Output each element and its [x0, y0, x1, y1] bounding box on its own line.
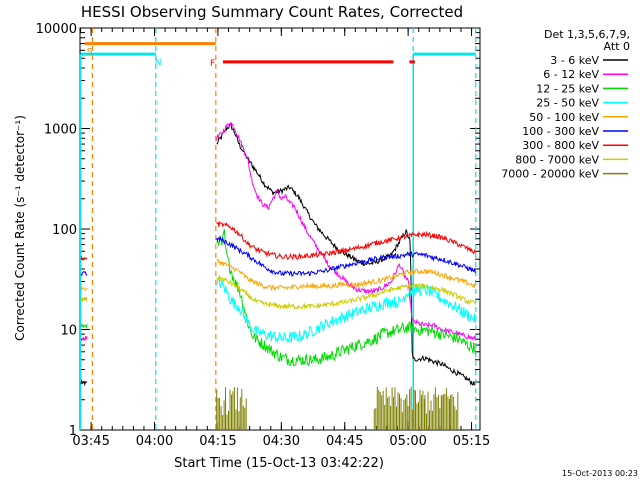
series-line-100-300-kev [216, 235, 476, 277]
series-line-7000-20000-kev [216, 386, 459, 430]
x-tick-label: 05:15 [453, 434, 490, 449]
plot-area: 1 10 100 1000 10000 03:45 04:00 04:15 04:30 04:45… [36, 22, 491, 449]
x-tick-label: 04:30 [263, 434, 300, 449]
series-line-300-800-kev [216, 220, 476, 261]
pre-gap-segment [80, 296, 88, 302]
pre-gap-segment [80, 255, 88, 261]
saa-flag-label: S [87, 48, 93, 58]
night-flag-label: N [155, 58, 162, 68]
chart-title: HESSI Observing Summary Count Rates, Cor… [81, 3, 463, 21]
y-tick-label: 10 [60, 324, 77, 339]
pre-gap-segment [80, 379, 88, 387]
legend-item-label: 25 - 50 keV [536, 97, 599, 110]
series-line-3-6-kev [216, 122, 476, 386]
legend-item-label: 3 - 6 keV [550, 54, 599, 67]
legend-item-label: 300 - 800 keV [522, 139, 599, 152]
pre-gap-segment [80, 323, 88, 329]
x-tick-label: 05:00 [389, 434, 426, 449]
pre-gap-segment [80, 271, 88, 277]
y-axis-label: Corrected Count Rate (s⁻¹ detector⁻¹) [13, 115, 27, 341]
legend-item-label: 800 - 7000 keV [515, 153, 599, 166]
legend-item-label: 100 - 300 keV [522, 125, 599, 138]
x-tick-label: 04:00 [136, 434, 173, 449]
x-tick-label: 03:45 [72, 434, 109, 449]
y-tick-label: 10000 [36, 22, 77, 37]
x-tick-label: 04:45 [326, 434, 363, 449]
legend-item-label: 7000 - 20000 keV [501, 168, 599, 181]
x-tick-label: 04:15 [199, 434, 236, 449]
legend-header: Det 1,3,5,6,7,9, [544, 28, 630, 41]
series-line-12-25-kev [216, 229, 476, 367]
x-axis-label: Start Time (15-Oct-13 03:42:22) [174, 456, 384, 471]
y-tick-label: 100 [52, 223, 77, 238]
series-line-800-7000-kev [216, 275, 476, 311]
y-tick-label: 1000 [44, 123, 77, 138]
legend-item-label: 50 - 100 keV [529, 111, 599, 124]
pre-gap-segment [80, 285, 88, 291]
legend-header: Att 0 [604, 40, 630, 53]
flare-flag-label: F [210, 59, 215, 69]
footer-date: 15-Oct-2013 00:23 [562, 469, 638, 478]
legend-item-label: 12 - 25 keV [536, 82, 599, 95]
legend-item-label: 6 - 12 keV [543, 68, 599, 81]
plot-frame [79, 27, 481, 431]
series-line-25-50-kev [216, 276, 476, 344]
y-tick-label: 1 [69, 424, 77, 439]
series-line-6-12-kev [216, 121, 476, 341]
pre-gap-segment [80, 336, 88, 342]
series-line-50-100-kev [216, 258, 476, 292]
